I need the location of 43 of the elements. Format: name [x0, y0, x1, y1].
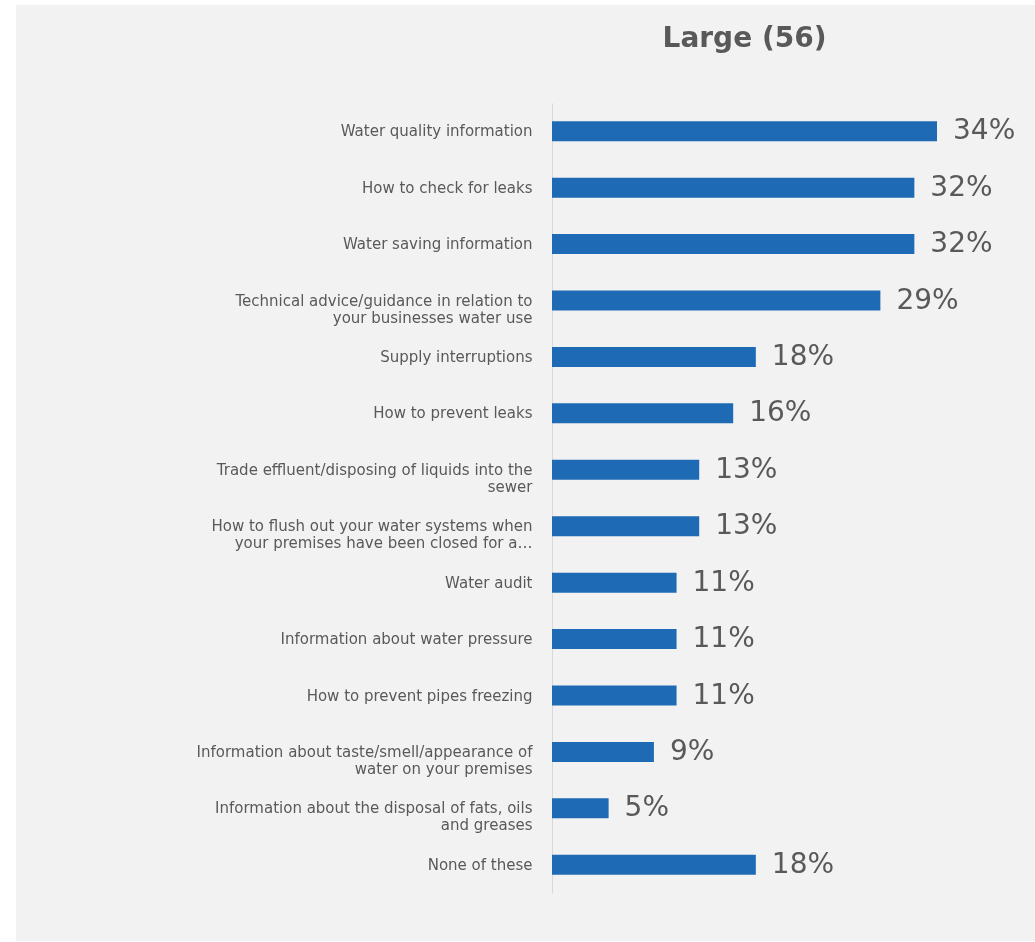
- bar: [552, 629, 677, 650]
- y-tick-label: Information about the disposal of fats, oils and greases: [215, 799, 533, 835]
- bar: [552, 572, 677, 593]
- bar: [552, 685, 677, 706]
- data-label: 11%: [692, 564, 755, 598]
- data-label: 5%: [624, 790, 670, 824]
- data-label: 34%: [953, 113, 1016, 147]
- bar: [552, 459, 700, 480]
- y-tick-label: Technical advice/guidance in relation to your businesses water use: [234, 291, 533, 327]
- y-tick-label: How to prevent pipes freezing: [306, 686, 533, 705]
- bar: [552, 234, 915, 255]
- y-tick-label: How to prevent leaks: [373, 404, 533, 423]
- y-tick-label: Water audit: [445, 573, 533, 592]
- bar: [552, 121, 937, 142]
- y-tick-label: Water saving information: [342, 235, 533, 254]
- data-label: 11%: [692, 677, 755, 711]
- data-label: 29%: [896, 282, 959, 316]
- y-tick-label: How to check for leaks: [362, 178, 533, 197]
- y-tick-label: None of these: [427, 855, 533, 874]
- bar: [552, 403, 734, 424]
- y-tick-label: Water quality information: [340, 122, 533, 141]
- y-tick-label: Supply interruptions: [380, 347, 533, 366]
- bar: [552, 741, 654, 762]
- chart-title: Large (56): [662, 21, 827, 54]
- bar: [552, 854, 756, 875]
- bar: [552, 346, 756, 367]
- data-label: 13%: [715, 451, 778, 485]
- bar: [552, 290, 881, 311]
- bar: [552, 177, 915, 198]
- data-label: 13%: [715, 508, 778, 542]
- data-label: 18%: [771, 846, 835, 880]
- data-label: 16%: [749, 395, 812, 429]
- y-tick-label: How to flush out your water systems when your premises have been closed for a…: [211, 517, 533, 553]
- y-tick-label: Trade effluent/disposing of liquids into the sewer: [215, 460, 534, 496]
- data-label: 11%: [692, 621, 755, 655]
- data-label: 9%: [669, 733, 715, 767]
- bar: [552, 516, 700, 537]
- data-label: 32%: [930, 226, 993, 260]
- bar: [552, 798, 609, 819]
- data-label: 18%: [771, 338, 835, 372]
- data-label: 32%: [930, 169, 993, 203]
- y-tick-label: Information about taste/smell/appearance of water on your premises: [196, 742, 534, 778]
- y-tick-label: Information about water pressure: [280, 630, 533, 649]
